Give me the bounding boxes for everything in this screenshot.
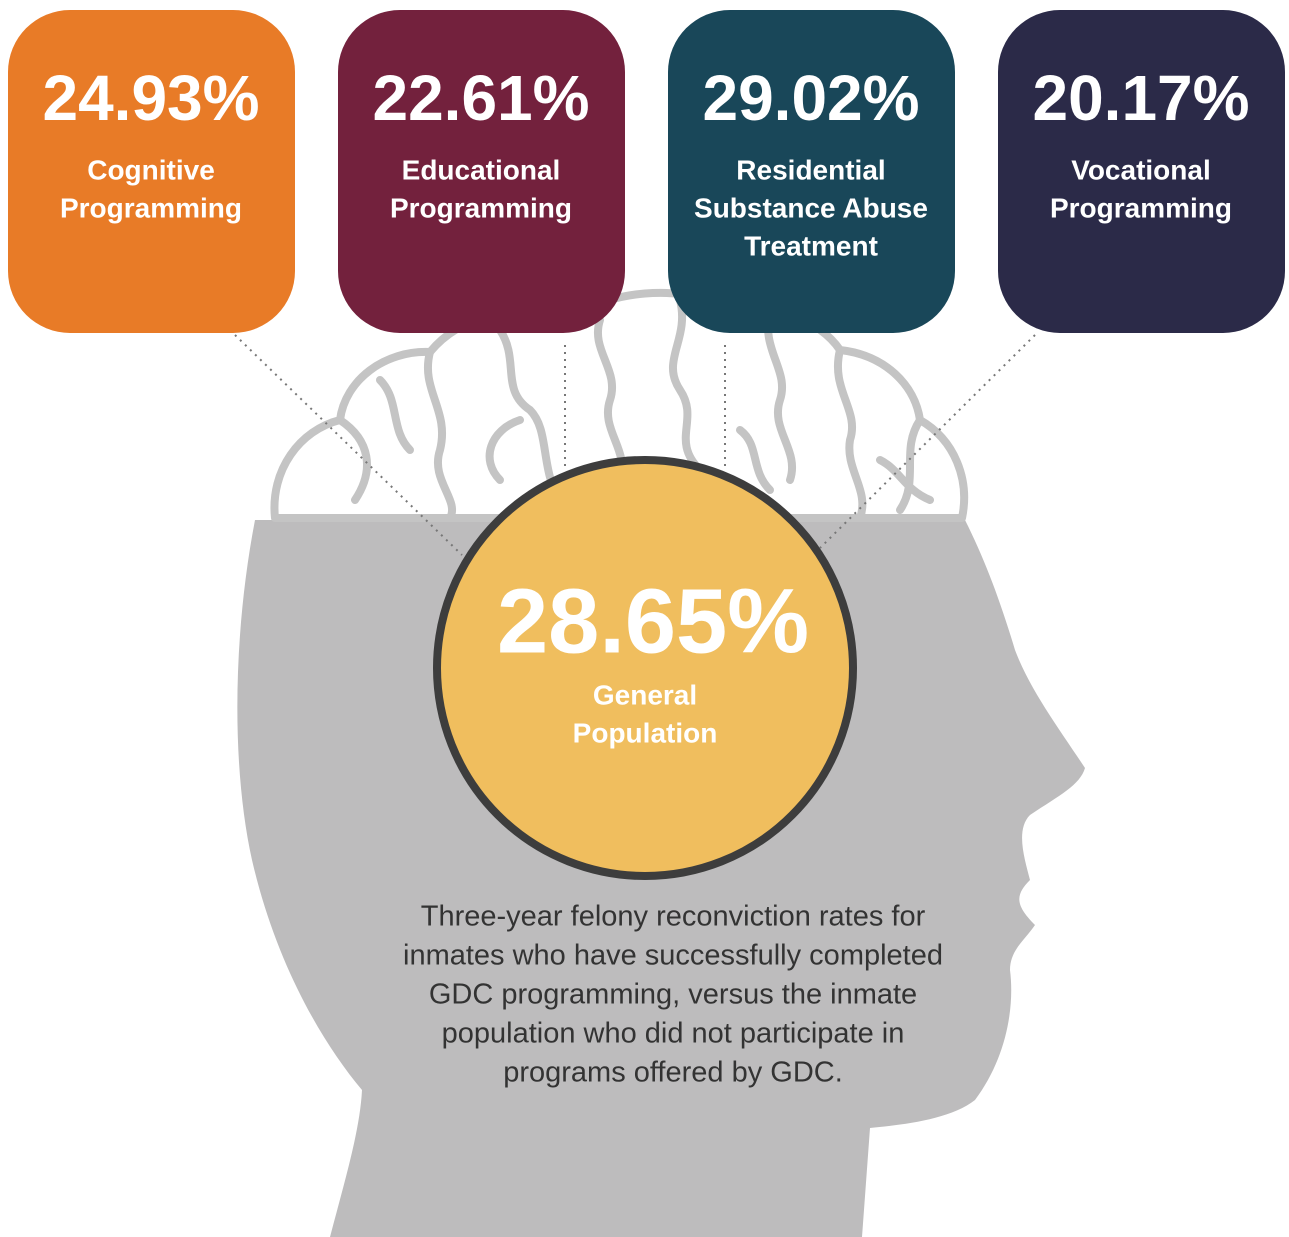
card-label: Vocational bbox=[1071, 154, 1211, 185]
center-label: Population bbox=[573, 717, 718, 748]
center-circle bbox=[433, 456, 857, 880]
caption-line: programs offered by GDC. bbox=[503, 1057, 843, 1089]
card-value: 24.93% bbox=[42, 62, 259, 134]
caption-line: inmates who have successfully completed bbox=[403, 940, 943, 972]
card-label: Programming bbox=[390, 192, 572, 223]
brain bbox=[270, 288, 969, 522]
caption-line: GDC programming, versus the inmate bbox=[429, 979, 917, 1011]
caption-line: population who did not participate in bbox=[442, 1018, 905, 1050]
card-value: 22.61% bbox=[372, 62, 589, 134]
card-label: Treatment bbox=[744, 230, 878, 261]
card-cognitive bbox=[8, 10, 295, 333]
card-label: Educational bbox=[402, 154, 561, 185]
card-residential bbox=[668, 10, 955, 333]
card-label: Programming bbox=[60, 192, 242, 223]
center-value: 28.65% bbox=[497, 570, 809, 672]
card-label: Residential bbox=[736, 154, 885, 185]
card-educational bbox=[338, 10, 625, 333]
connector bbox=[819, 334, 1036, 549]
card-vocational bbox=[998, 10, 1285, 333]
caption-line: Three-year felony reconviction rates for bbox=[421, 901, 926, 933]
center-label: General bbox=[593, 679, 697, 710]
card-label: Programming bbox=[1050, 192, 1232, 223]
card-value: 20.17% bbox=[1032, 62, 1249, 134]
card-value: 29.02% bbox=[702, 62, 919, 134]
card-label: Cognitive bbox=[87, 154, 215, 185]
card-label: Substance Abuse bbox=[694, 192, 928, 223]
